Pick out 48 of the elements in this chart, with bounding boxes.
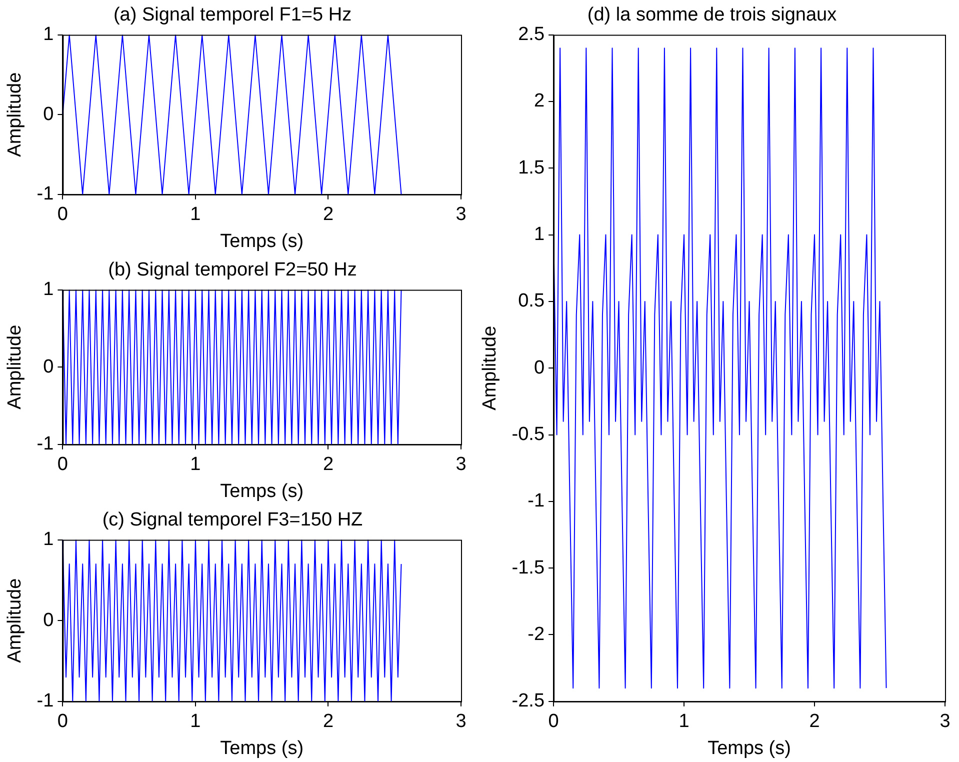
y-tick-label: -2 [528, 624, 545, 645]
y-tick-label: 0 [534, 357, 545, 378]
x-axis-title: Temps (s) [708, 738, 791, 759]
chart-title: (d) la somme de trois signaux [587, 4, 838, 26]
chart-title: (a) Signal temporel F1=5 Hz [113, 4, 352, 26]
x-tick-label: 2 [322, 204, 334, 226]
x-axis-title: Temps (s) [220, 230, 304, 252]
y-tick-label: -0.5 [512, 424, 545, 445]
x-tick-label: 0 [548, 711, 559, 732]
x-axis-title: Temps (s) [220, 480, 304, 502]
x-tick-label: 1 [190, 454, 201, 476]
x-tick-label: 0 [57, 454, 68, 476]
y-tick-label: 0.5 [518, 290, 545, 312]
x-tick-label: 1 [190, 711, 201, 732]
y-tick-label: 2 [534, 90, 545, 112]
x-tick-label: 3 [456, 454, 466, 476]
y-axis-title: Amplitude [4, 72, 26, 157]
x-axis-title: Temps (s) [220, 738, 304, 759]
y-tick-label: -1.5 [512, 557, 545, 578]
y-tick-label: 1 [534, 224, 545, 246]
y-tick-label: -2.5 [512, 690, 545, 712]
x-tick-label: 3 [940, 711, 950, 732]
y-tick-label: 0 [43, 356, 54, 378]
x-tick-label: 3 [456, 711, 466, 732]
y-tick-label: -1 [36, 690, 54, 712]
x-tick-label: 0 [57, 204, 68, 226]
chart-title: (b) Signal temporel F2=50 Hz [108, 260, 357, 281]
y-axis-title: Amplitude [480, 326, 501, 410]
y-tick-label: 0 [43, 104, 54, 125]
y-tick-label: 2.5 [518, 24, 545, 46]
y-axis-title: Amplitude [4, 324, 26, 410]
y-tick-label: -1 [528, 490, 545, 512]
y-tick-label: 1 [43, 279, 54, 300]
y-tick-label: -1 [36, 184, 54, 205]
x-tick-label: 3 [456, 204, 466, 226]
y-tick-label: 1 [43, 529, 54, 550]
y-tick-label: -1 [36, 434, 54, 455]
x-tick-label: 0 [57, 711, 68, 732]
x-tick-label: 2 [322, 454, 334, 476]
y-tick-label: 1.5 [518, 157, 545, 178]
y-axis-title: Amplitude [4, 578, 26, 663]
x-tick-label: 1 [190, 204, 201, 226]
x-tick-label: 1 [678, 711, 690, 732]
y-tick-label: 0 [43, 610, 54, 631]
y-tick-label: 1 [43, 24, 54, 46]
chart-title: (c) Signal temporel F3=150 HZ [102, 510, 364, 531]
x-tick-label: 2 [809, 711, 820, 732]
x-tick-label: 2 [322, 711, 334, 732]
